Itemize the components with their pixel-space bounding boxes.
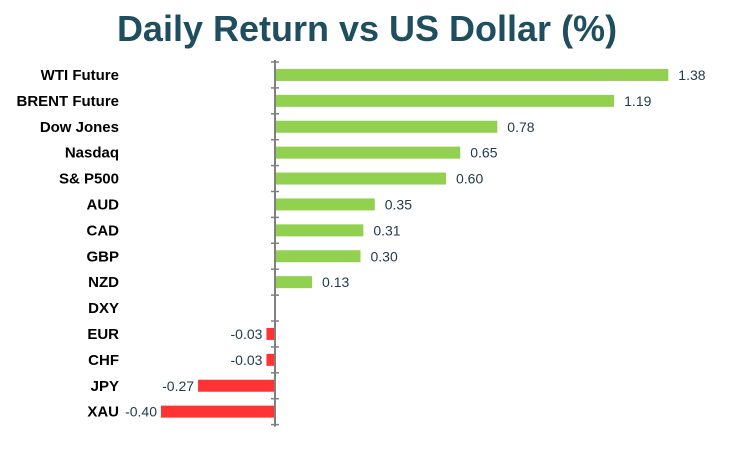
bar: [161, 405, 275, 418]
category-label: Nasdaq: [65, 145, 119, 162]
data-label: -0.40: [125, 404, 157, 420]
bar: [198, 379, 275, 392]
bar: [275, 146, 461, 159]
category-label: GBP: [86, 248, 119, 265]
category-label: JPY: [91, 378, 119, 395]
bar: [275, 172, 446, 185]
data-label: -0.03: [231, 352, 263, 368]
category-label: CHF: [88, 352, 119, 369]
chart-title: Daily Return vs US Dollar (%): [116, 8, 618, 49]
bar: [275, 250, 361, 263]
category-label: EUR: [87, 326, 119, 343]
bar: [266, 327, 275, 340]
bar: [275, 198, 375, 211]
category-label: S& P500: [59, 171, 119, 188]
bar: [275, 224, 364, 237]
category-label: Dow Jones: [40, 119, 119, 136]
category-label: BRENT Future: [17, 93, 120, 110]
data-label: 0.30: [371, 248, 398, 264]
data-label: 0.35: [385, 196, 412, 212]
data-label: -0.27: [162, 378, 194, 394]
data-label: 0.31: [373, 222, 400, 238]
category-label: NZD: [88, 274, 119, 291]
data-label: 1.38: [678, 67, 705, 83]
bar: [275, 276, 313, 289]
bar: [266, 353, 275, 366]
category-label: XAU: [87, 404, 119, 421]
bar: [275, 120, 498, 133]
category-label: AUD: [87, 196, 120, 213]
category-label: WTI Future: [41, 67, 119, 84]
data-label: 0.13: [322, 274, 349, 290]
data-label: 0.78: [507, 119, 534, 135]
data-label: 1.19: [624, 93, 651, 109]
category-label: CAD: [87, 222, 120, 239]
category-label: DXY: [88, 300, 119, 317]
data-label: -0.03: [231, 326, 263, 342]
bar: [275, 68, 669, 81]
bar: [275, 94, 615, 107]
data-label: 0.65: [470, 145, 497, 161]
data-label: 0.60: [456, 171, 483, 187]
